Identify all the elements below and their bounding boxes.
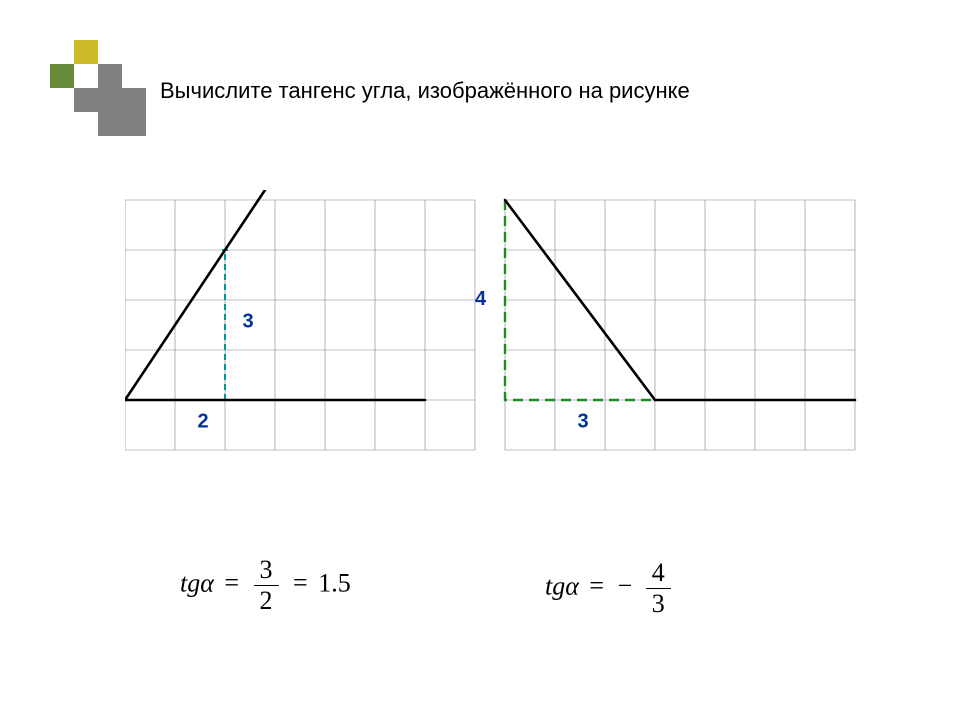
equals-sign: = (589, 571, 604, 600)
geometry-diagrams: 3 2 4 3 (125, 190, 885, 520)
slide-title: Вычислите тангенс угла, изображённого на… (160, 78, 690, 104)
equals-sign: = (293, 568, 308, 597)
svg-text:3: 3 (578, 411, 589, 433)
svg-text:2: 2 (198, 411, 209, 433)
logo-shape (50, 40, 146, 136)
tg-alpha-label: tgα (180, 568, 214, 597)
numerator: 3 (254, 555, 279, 586)
numerator: 4 (646, 558, 671, 589)
result-value: 1.5 (318, 568, 351, 597)
fraction: 4 3 (646, 558, 671, 619)
formula-left: tgα = 3 2 = 1.5 (180, 555, 351, 616)
tg-alpha-label: tgα (545, 571, 579, 600)
diagram-area: 3 2 4 3 (125, 190, 845, 490)
equals-sign: = (224, 568, 239, 597)
slide-logo (50, 40, 146, 136)
denominator: 3 (646, 589, 671, 619)
svg-text:4: 4 (475, 288, 487, 310)
svg-text:3: 3 (243, 311, 254, 333)
denominator: 2 (254, 586, 279, 616)
formula-right: tgα = − 4 3 (545, 558, 675, 619)
negative-sign: − (618, 571, 633, 600)
fraction: 3 2 (254, 555, 279, 616)
